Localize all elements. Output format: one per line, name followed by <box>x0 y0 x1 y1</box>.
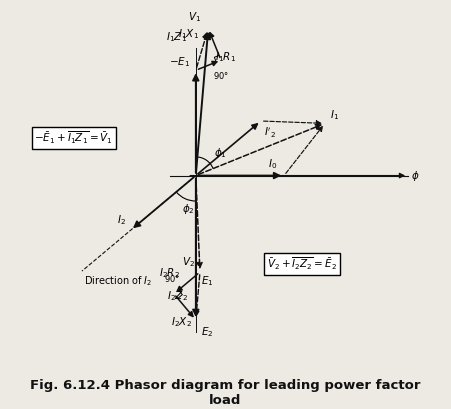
Text: Direction of $I_2$: Direction of $I_2$ <box>84 274 152 288</box>
Text: $I_1X_1$: $I_1X_1$ <box>178 27 199 41</box>
Text: $90°$: $90°$ <box>213 70 229 81</box>
Text: $I_2Z_2$: $I_2Z_2$ <box>167 289 188 303</box>
Text: $I'_2$: $I'_2$ <box>264 126 276 140</box>
Text: $E_2$: $E_2$ <box>201 325 213 339</box>
Text: $I_1Z_1$: $I_1Z_1$ <box>166 31 187 44</box>
Text: $\phi_1$: $\phi_1$ <box>214 146 227 160</box>
Text: $\bar{V}_2 + \overline{I_2Z_2} = \bar{E}_2$: $\bar{V}_2 + \overline{I_2Z_2} = \bar{E}… <box>267 256 337 272</box>
Text: Fig. 6.12.4 Phasor diagram for leading power factor
load: Fig. 6.12.4 Phasor diagram for leading p… <box>30 379 421 407</box>
Text: $-\bar{E}_1 + \overline{I_1Z_1} = \bar{V}_1$: $-\bar{E}_1 + \overline{I_1Z_1} = \bar{V… <box>34 130 114 146</box>
Text: $I_0$: $I_0$ <box>268 157 277 171</box>
Text: $\phi_2$: $\phi_2$ <box>182 202 194 216</box>
Text: $90°$: $90°$ <box>164 273 180 284</box>
Text: $I_2$: $I_2$ <box>117 213 126 227</box>
Text: $-E_1$: $-E_1$ <box>170 55 191 69</box>
Text: $I_2X_2$: $I_2X_2$ <box>171 315 192 329</box>
Text: $I_1R_1$: $I_1R_1$ <box>215 50 236 63</box>
Text: $\phi$: $\phi$ <box>411 169 420 182</box>
Text: $I_2R_2$: $I_2R_2$ <box>159 266 180 280</box>
Text: $V_1$: $V_1$ <box>189 10 202 24</box>
Text: $V_2$: $V_2$ <box>182 255 195 269</box>
Text: $I_1$: $I_1$ <box>330 108 339 122</box>
Text: $E_1$: $E_1$ <box>201 274 213 288</box>
